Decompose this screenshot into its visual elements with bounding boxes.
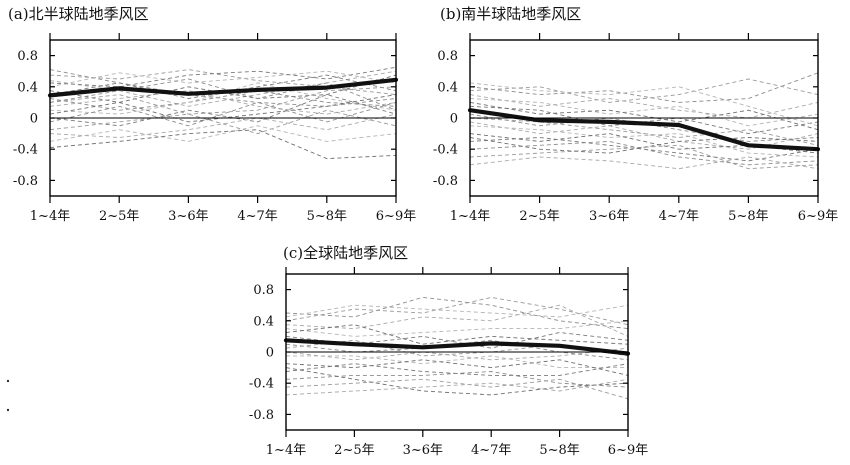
member-series-line	[469, 125, 819, 158]
member-series-line	[469, 72, 819, 103]
member-series-line	[469, 137, 819, 162]
x-tick-label: 3~6年	[168, 209, 208, 224]
x-tick-label: 1~4年	[450, 209, 490, 224]
member-series-line	[49, 109, 397, 135]
member-series-line	[285, 367, 629, 396]
y-tick-label: -0.8	[249, 408, 274, 423]
x-tick-label: 6~9年	[798, 209, 838, 224]
y-tick-label: 0.8	[437, 49, 458, 64]
y-tick-label: -0.8	[433, 174, 458, 189]
member-series-line	[49, 101, 397, 127]
member-series-line	[49, 129, 397, 160]
member-series-line	[469, 117, 819, 146]
member-series-line	[285, 304, 629, 318]
chart-title: (c)全球陆地季风区	[283, 244, 408, 262]
member-series-line	[285, 378, 629, 400]
x-tick-label: 3~6年	[403, 443, 443, 458]
member-series-line	[469, 144, 819, 170]
y-tick-label: -0.8	[13, 174, 38, 189]
member-series-line	[285, 304, 629, 337]
x-tick-label: 5~8年	[307, 209, 347, 224]
member-series-line	[469, 94, 819, 119]
member-series-line	[49, 70, 397, 88]
mean-series-line	[283, 338, 631, 356]
member-series-line	[469, 140, 819, 166]
x-tick-label: 2~5年	[334, 443, 374, 458]
x-tick-label: 2~5年	[519, 209, 559, 224]
member-series-line	[49, 113, 397, 138]
member-series-line	[285, 296, 629, 330]
chart-title: (b)南半球陆地季风区	[440, 5, 581, 23]
member-series-line	[285, 359, 629, 376]
y-tick-label: 0.8	[17, 49, 38, 64]
chart-panel-2: (b)南半球陆地季风区 0.8 0.4 0 -0.4 -0.8 1~4年 2~5年 3~6年 4~…	[433, 5, 838, 224]
y-tick-label: 0.4	[437, 80, 458, 95]
y-tick-label: 0.8	[253, 283, 274, 298]
x-tick-label: 4~7年	[659, 209, 699, 224]
stray-mark	[6, 379, 10, 383]
member-series-line	[49, 125, 397, 142]
member-series-line	[49, 69, 397, 107]
member-series-line	[285, 371, 629, 388]
y-tick-label: -0.4	[433, 143, 458, 158]
y-tick-label: -0.4	[13, 143, 38, 158]
x-tick-label: 1~4年	[266, 443, 306, 458]
x-tick-label: 5~8年	[539, 443, 579, 458]
member-series-line	[286, 355, 628, 369]
y-tick-label: 0	[450, 112, 458, 127]
member-series-line	[469, 137, 819, 154]
y-tick-label: -0.4	[249, 377, 274, 392]
x-tick-label: 5~8年	[728, 209, 768, 224]
member-series-line	[469, 101, 819, 131]
member-series-line	[469, 121, 819, 150]
member-series-line	[469, 156, 819, 170]
member-series-line	[469, 78, 819, 103]
x-tick-label: 6~9年	[608, 443, 648, 458]
y-tick-label: 0	[266, 346, 274, 361]
member-series-line	[49, 94, 397, 127]
member-series-line	[49, 90, 397, 115]
member-series-line	[469, 82, 819, 127]
x-tick-label: 4~7年	[471, 443, 511, 458]
member-series-line	[285, 378, 629, 396]
chart-panel-3: (c)全球陆地季风区 0.8 0.4 0 -0.4 -0.8 1~4年 2~5年 3~6年 4~7…	[249, 244, 648, 458]
chart-title: (a)北半球陆地季风区	[8, 5, 149, 23]
member-series-line	[285, 324, 629, 345]
chart-panel-1: (a)北半球陆地季风区 0.8 0.4 0 -0.4 -0.8 1~4年 2~5年 3~6年 4~…	[8, 5, 416, 224]
member-series-line	[49, 66, 397, 88]
y-tick-label: 0	[30, 112, 38, 127]
x-tick-label: 1~4年	[30, 209, 70, 224]
y-tick-label: 0.4	[253, 314, 274, 329]
member-series-line	[285, 347, 629, 361]
member-series-line	[49, 90, 397, 111]
x-tick-label: 3~6年	[589, 209, 629, 224]
x-tick-label: 2~5年	[99, 209, 139, 224]
y-tick-label: 0.4	[17, 80, 38, 95]
member-series-line	[285, 320, 629, 337]
member-series-line	[49, 86, 397, 115]
member-series-line	[285, 296, 629, 326]
x-tick-label: 6~9年	[376, 209, 416, 224]
stray-mark	[6, 408, 10, 412]
member-series-line	[469, 133, 819, 154]
mean-series-line	[47, 77, 399, 98]
member-series-line	[469, 98, 819, 127]
x-tick-label: 4~7年	[237, 209, 277, 224]
mean-series-line	[467, 108, 821, 152]
